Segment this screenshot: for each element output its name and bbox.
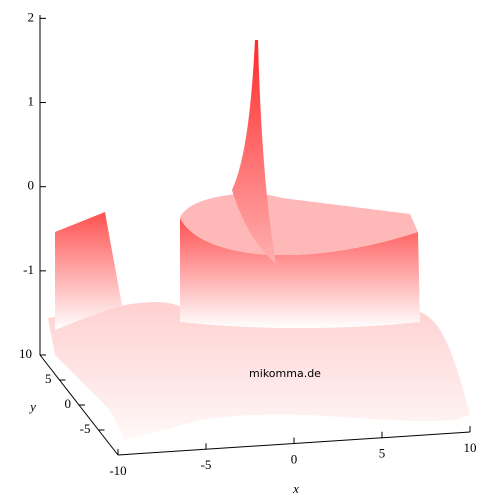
watermark: mikomma.de [249, 367, 321, 380]
x-tick-label: 10 [464, 440, 477, 455]
z-tick-label: -1 [23, 262, 34, 277]
y-tick-label: 5 [45, 371, 52, 386]
surface [48, 40, 470, 440]
y-tick-label: 0 [65, 396, 72, 411]
y-tick-label: -5 [80, 421, 91, 436]
x-tick-label: 5 [379, 446, 386, 461]
y-tick-label: 10 [19, 346, 32, 361]
z-tick-label: 1 [28, 94, 35, 109]
x-axis-label: x [292, 481, 299, 496]
z-tick-label: 2 [28, 9, 35, 24]
x-tick-label: 0 [291, 451, 298, 466]
x-tick-label: -5 [201, 457, 212, 472]
x-tick-label: -10 [109, 463, 126, 478]
y-axis-label: y [28, 399, 36, 414]
z-tick-label: 0 [28, 178, 35, 193]
